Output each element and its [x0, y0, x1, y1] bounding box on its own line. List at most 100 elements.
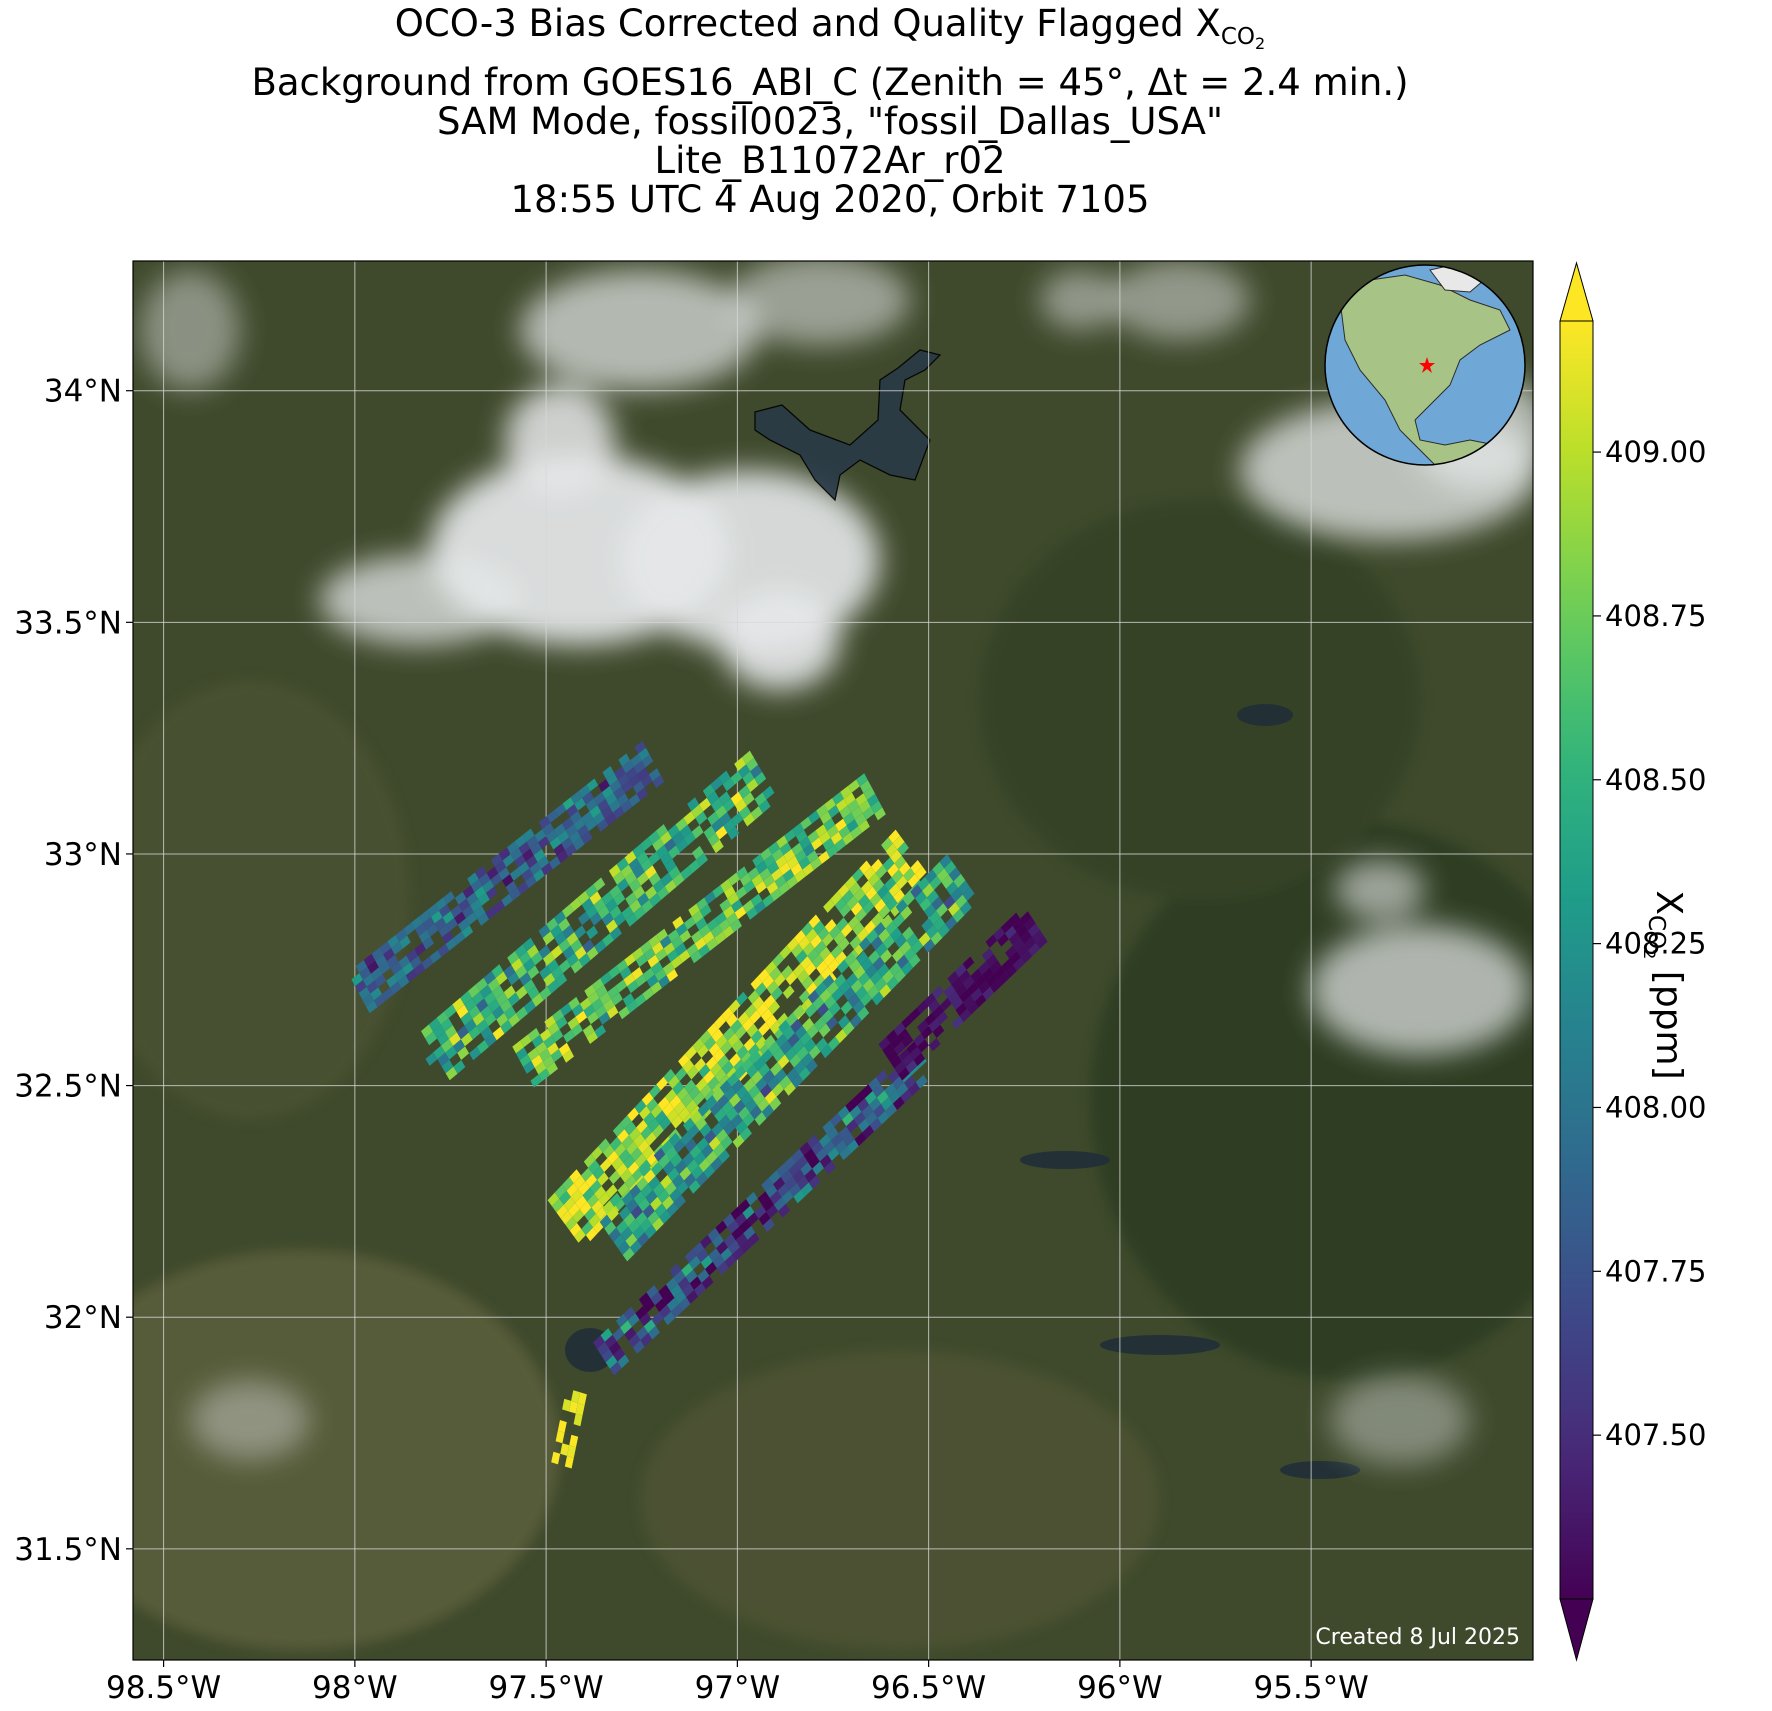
xco2-sounding-cell: [566, 804, 578, 818]
xco2-sounding-cell: [456, 1004, 469, 1019]
xco2-sounding-cell: [610, 926, 622, 941]
xco2-sounding-cell: [527, 1047, 540, 1061]
xco2-sounding-cell: [539, 986, 552, 1001]
xco2-sounding-cell: [554, 1184, 567, 1199]
xco2-sounding-cell: [819, 946, 831, 961]
xco2-sounding-cell: [830, 1133, 843, 1148]
xco2-sounding-cell: [923, 938, 936, 953]
xco2-sounding-cell: [885, 897, 898, 911]
xco2-sounding-cell: [723, 1233, 736, 1248]
xco2-sounding-cell: [779, 862, 791, 876]
xco2-sounding-cell: [599, 1214, 612, 1229]
xco2-sounding-cell: [552, 1198, 564, 1213]
xco2-sounding-cell: [711, 1028, 724, 1043]
xco2-sounding-cell: [649, 893, 661, 907]
xco2-sounding-cell: [605, 1184, 618, 1199]
xco2-sounding-cell: [617, 773, 630, 787]
xco2-sounding-cell: [582, 939, 595, 954]
xco2-sounding-cell: [570, 939, 583, 953]
xco2-sounding-cell: [592, 978, 604, 992]
xco2-sounding-cell: [568, 1400, 578, 1414]
xco2-sounding-cell: [602, 765, 615, 779]
xco2-sounding-cell: [501, 893, 513, 907]
xco2-sounding-cell: [621, 906, 634, 920]
xco2-sounding-cell: [405, 969, 418, 982]
xco2-sounding-cell: [553, 843, 565, 857]
xco2-sounding-cell: [888, 829, 901, 844]
xco2-sounding-cell: [452, 997, 465, 1012]
xco2-sounding-cell: [670, 1153, 683, 1168]
xco2-sounding-cell: [599, 1158, 612, 1173]
xco2-sounding-cell: [675, 942, 687, 956]
xco2-sounding-cell: [650, 1196, 662, 1211]
xco2-sounding-cell: [881, 914, 893, 929]
xco2-sounding-cell: [708, 1042, 721, 1057]
xco2-sounding-cell: [806, 850, 819, 864]
xco2-sounding-cell: [839, 805, 852, 819]
xco2-sounding-cell: [858, 819, 870, 833]
xco2-sounding-cell: [627, 1313, 640, 1327]
xco2-sounding-cell: [793, 1189, 806, 1204]
xco2-sounding-cell: [803, 942, 815, 956]
xco2-sounding-cell: [627, 1107, 639, 1122]
xco2-sounding-cell: [362, 993, 374, 1007]
xco2-sounding-cell: [807, 989, 820, 1004]
xco2-sounding-cell: [488, 998, 500, 1013]
xco2-sounding-cell: [688, 903, 700, 917]
xco2-sounding-cell: [854, 1132, 867, 1146]
xco2-sounding-cell: [955, 894, 968, 909]
xco2-sounding-cell: [936, 1011, 948, 1025]
xco2-sounding-cell: [607, 985, 620, 999]
xco2-sounding-cell: [668, 845, 681, 859]
xco2-sounding-cell: [646, 1285, 659, 1299]
xco2-sounding-cell: [671, 1304, 683, 1318]
xco2-sounding-cell: [495, 971, 508, 986]
xco2-sounding-cell: [533, 868, 545, 882]
xco2-sounding-cell: [647, 1210, 660, 1225]
xco2-sounding-cell: [794, 869, 806, 883]
xco2-sounding-cell: [381, 987, 394, 1001]
xco2-sounding-cell: [564, 1455, 574, 1469]
xco2-sounding-cell: [650, 1104, 663, 1119]
xco2-sounding-cell: [515, 944, 527, 958]
xco2-sounding-cell: [618, 1206, 631, 1221]
xco2-sounding-cell: [573, 1413, 583, 1427]
xco2-sounding-cell: [713, 1142, 726, 1157]
xco2-sounding-cell: [659, 1304, 671, 1319]
xco2-sounding-cell: [492, 1005, 505, 1020]
xco2-sounding-cell: [907, 873, 920, 888]
xco2-sounding-cell: [578, 953, 591, 967]
xco2-sounding-cell: [1004, 925, 1017, 940]
xco2-sounding-cell: [849, 882, 861, 896]
xco2-sounding-cell: [562, 1398, 572, 1412]
created-date-note: Created 8 Jul 2025: [1315, 1625, 1520, 1650]
xco2-sounding-cell: [922, 883, 935, 898]
xco2-sounding-cell: [707, 918, 719, 931]
xco2-sounding-cell: [387, 935, 400, 948]
xco2-sounding-cell: [875, 942, 888, 957]
xco2-sounding-cell: [630, 1239, 642, 1254]
xco2-sounding-cell: [675, 1067, 687, 1082]
xco2-sounding-cell: [858, 894, 870, 908]
xco2-sounding-cell: [703, 1070, 715, 1084]
xco2-sounding-cell: [806, 981, 818, 996]
xco2-sounding-cell: [538, 835, 550, 849]
xco2-sounding-cell: [391, 941, 403, 955]
xco2-sounding-cell: [680, 1131, 693, 1146]
xco2-sounding-cell: [517, 861, 530, 875]
xco2-sounding-cell: [686, 943, 699, 957]
xco2-sounding-cell: [581, 1221, 593, 1236]
xco2-sounding-cell: [667, 949, 679, 963]
xco2-sounding-cell: [879, 983, 892, 998]
xco2-sounding-cell: [768, 841, 780, 855]
xco2-sounding-cell: [778, 881, 790, 895]
xco2-sounding-cell: [959, 969, 971, 984]
xco2-sounding-cell: [566, 952, 579, 967]
xco2-sounding-cell: [955, 963, 967, 978]
xco2-sounding-cell: [585, 818, 597, 832]
xco2-sounding-cell: [623, 1212, 636, 1227]
xco2-sounding-cell: [562, 1049, 574, 1063]
xco2-sounding-cell: [754, 1205, 767, 1219]
xco2-sounding-cell: [903, 867, 915, 882]
xco2-sounding-cell: [894, 1061, 906, 1075]
